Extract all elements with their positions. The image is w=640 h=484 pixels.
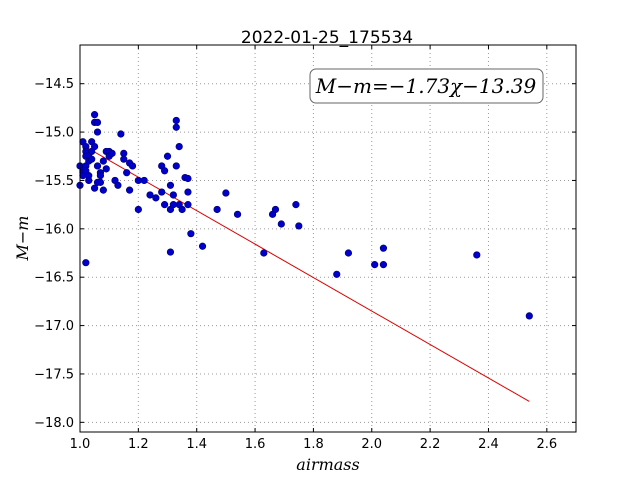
data-point — [344, 249, 353, 257]
x-tick-label: 1.8 — [303, 437, 324, 452]
x-tick-label: 2.2 — [420, 437, 441, 452]
data-point — [123, 169, 131, 177]
data-point — [90, 184, 99, 192]
x-tick-labels: 1.0 1.2 1.4 1.6 1.8 2.0 2.2 2.4 2.6 — [70, 437, 558, 452]
data-point — [93, 162, 102, 170]
data-point — [96, 178, 105, 186]
data-point — [473, 251, 481, 259]
data-point — [114, 181, 122, 189]
data-point — [166, 181, 175, 189]
data-point — [295, 222, 303, 230]
data-point — [169, 191, 177, 199]
chart-title: 2022-01-25_175534 — [241, 28, 413, 48]
data-point — [178, 205, 186, 214]
data-point — [161, 201, 169, 209]
data-point — [93, 128, 102, 136]
x-tick-label: 1.4 — [186, 437, 207, 452]
fit-line-group — [79, 143, 530, 402]
data-point — [172, 162, 180, 170]
data-point — [184, 201, 192, 209]
data-point — [146, 191, 154, 199]
y-tick-label: −15.0 — [34, 126, 74, 141]
y-tick-label: −17.0 — [34, 319, 74, 334]
data-point — [90, 142, 99, 151]
data-point — [260, 249, 268, 257]
data-points — [76, 111, 533, 320]
y-tick-label: −14.5 — [34, 77, 74, 92]
y-tick-labels: −14.5 −15.0 −15.5 −16.0 −16.5 −17.0 −17.5 −18.0 — [34, 77, 74, 431]
data-point — [158, 188, 166, 196]
data-point — [93, 118, 102, 126]
data-point — [134, 205, 142, 214]
y-tick-label: −15.5 — [34, 174, 74, 189]
x-tick-label: 1.0 — [70, 437, 91, 452]
data-point — [88, 155, 96, 163]
plot-frame — [79, 44, 577, 433]
data-point — [128, 162, 137, 170]
data-point — [172, 123, 180, 131]
data-point — [82, 259, 90, 267]
fit-annotation: M−m=−1.73χ−13.39 — [309, 68, 544, 104]
y-tick-label: −16.5 — [34, 271, 74, 286]
data-point — [140, 176, 148, 185]
data-point — [126, 186, 134, 194]
data-point — [172, 116, 180, 125]
data-point — [120, 155, 128, 163]
fit-line — [79, 143, 530, 402]
x-tick-label: 1.2 — [128, 437, 149, 452]
annotation-box — [309, 68, 544, 104]
data-point — [163, 152, 172, 160]
x-tick-label: 2.6 — [536, 437, 557, 452]
data-point — [277, 220, 285, 228]
data-point — [379, 244, 388, 252]
plot-area — [80, 45, 576, 432]
data-point — [96, 172, 105, 180]
data-point — [292, 201, 300, 209]
data-point — [198, 242, 207, 250]
data-point — [152, 194, 160, 202]
data-point — [99, 186, 107, 194]
data-point — [233, 210, 242, 218]
data-point — [184, 174, 192, 183]
data-point — [166, 248, 175, 256]
data-point — [175, 142, 183, 151]
x-tick-label: 2.4 — [478, 437, 499, 452]
y-axis-label: M−m — [13, 216, 32, 262]
x-tick-label: 2.0 — [361, 437, 382, 452]
data-point — [90, 111, 99, 119]
data-point — [271, 205, 280, 214]
data-point — [161, 167, 169, 175]
data-point — [379, 261, 388, 269]
data-point — [525, 312, 533, 320]
data-point — [213, 205, 221, 214]
y-tick-label: −16.0 — [34, 222, 74, 237]
annotation-equation: M−m=−1.73χ−13.39 — [315, 74, 537, 98]
x-axis-label: airmass — [296, 455, 359, 474]
data-point — [102, 165, 110, 173]
y-tick-label: −17.5 — [34, 367, 74, 382]
data-point — [117, 130, 125, 138]
data-point — [333, 270, 341, 278]
x-tick-label: 1.6 — [245, 437, 266, 452]
data-point — [99, 157, 107, 165]
data-point — [108, 149, 116, 157]
data-point — [222, 189, 230, 197]
data-point — [85, 176, 93, 185]
data-point — [187, 230, 195, 238]
data-point — [371, 261, 379, 269]
data-point — [184, 188, 192, 196]
y-tick-label: −18.0 — [34, 416, 74, 431]
